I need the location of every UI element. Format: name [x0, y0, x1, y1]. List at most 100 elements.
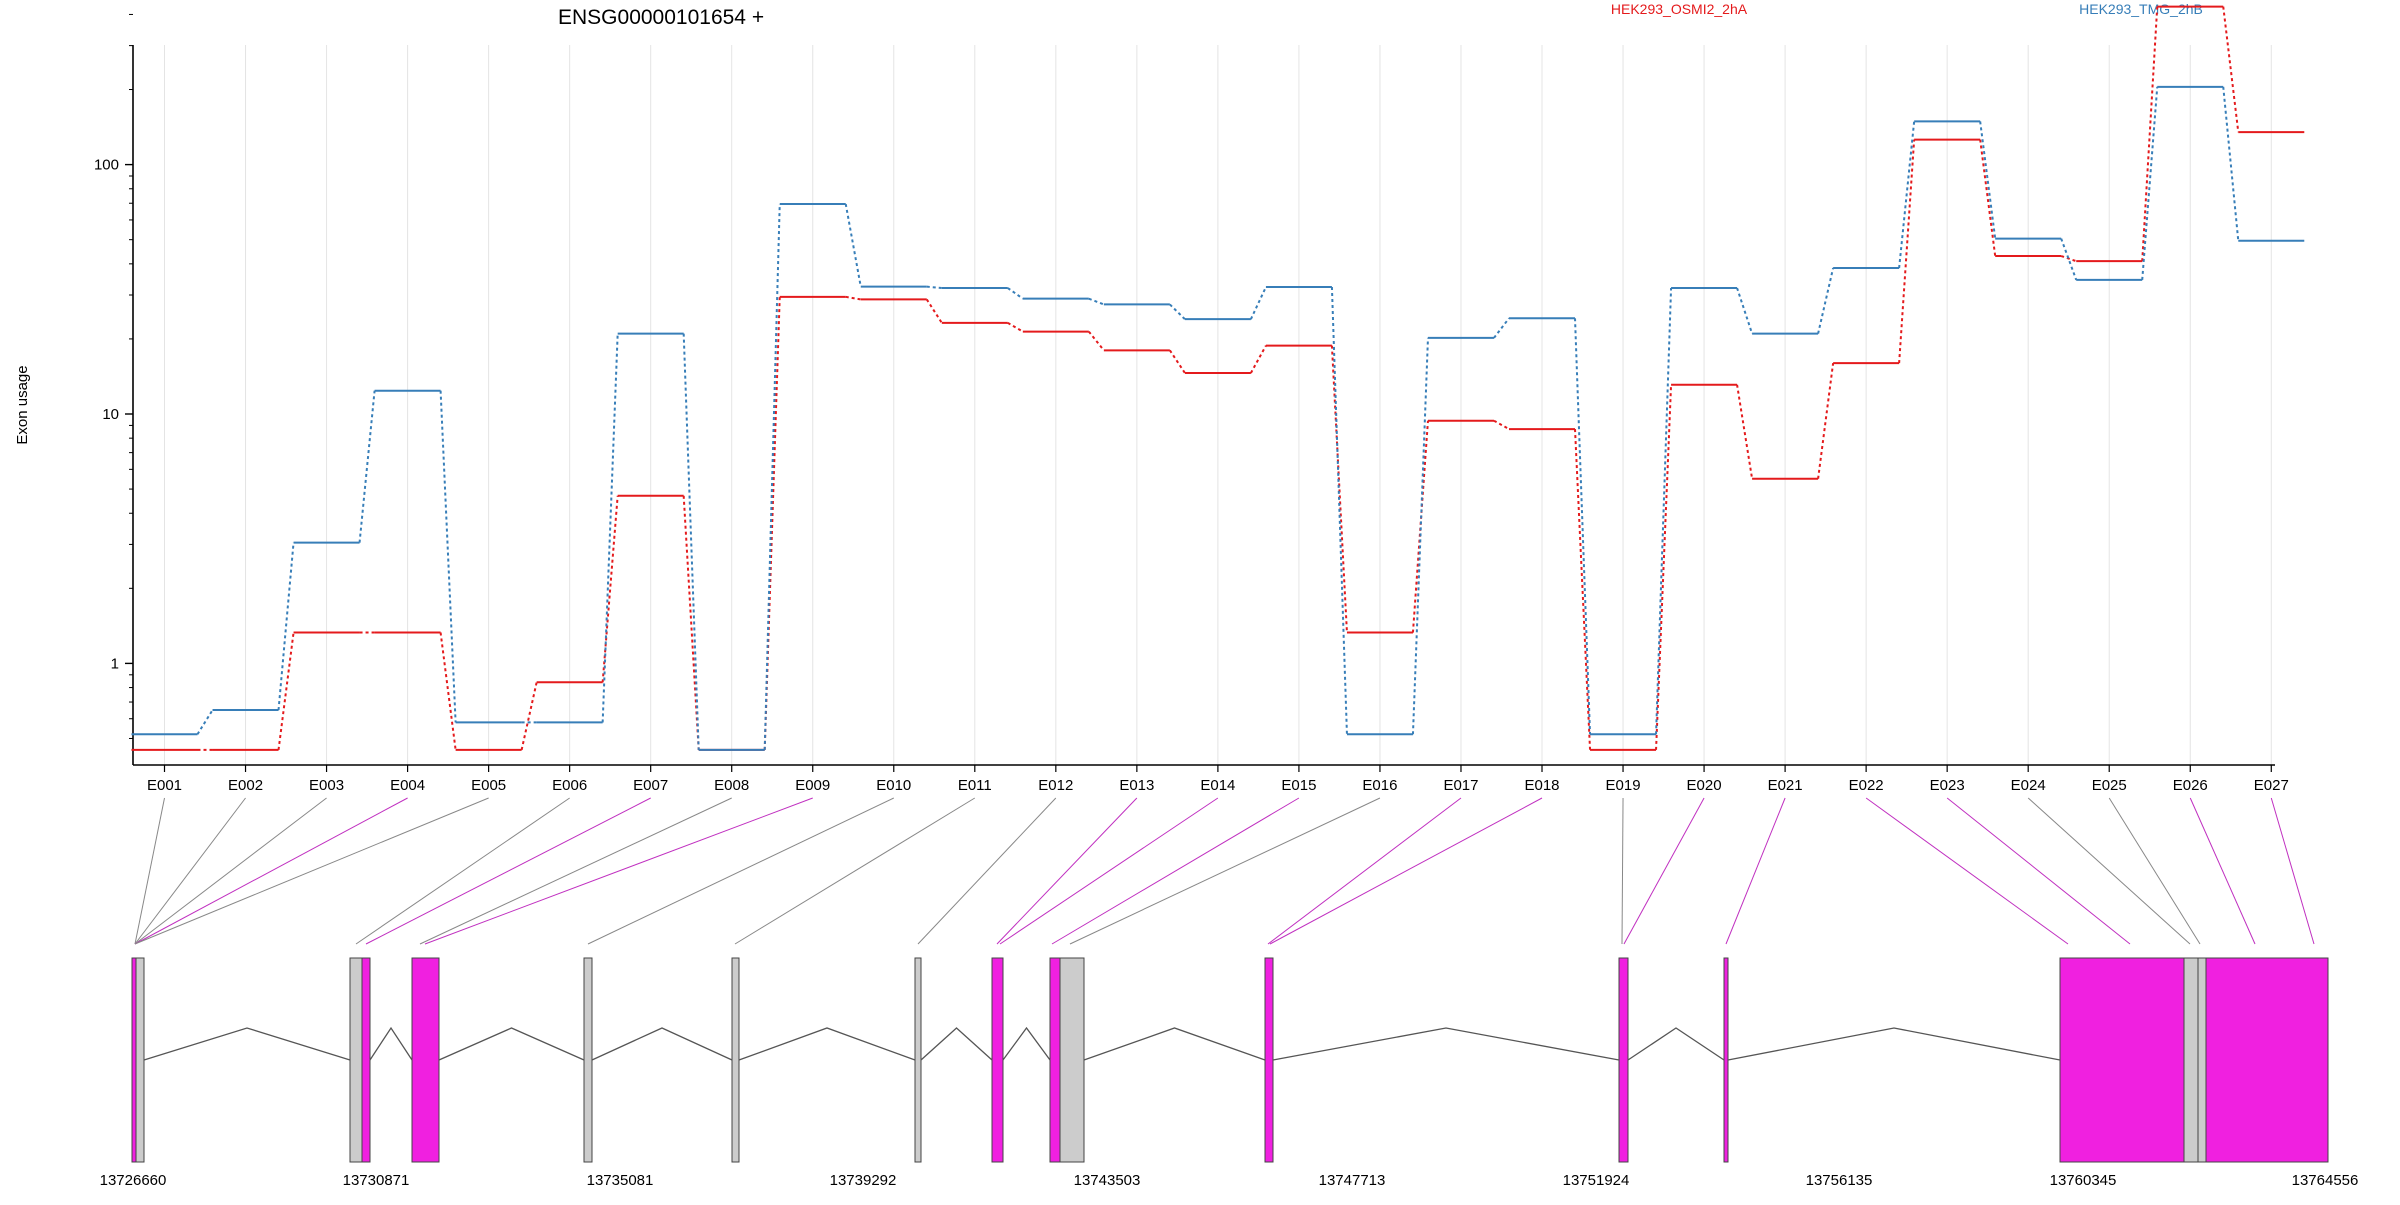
y-tick-label-10: 10 — [102, 406, 119, 423]
exon-box — [991, 957, 1004, 1163]
exon-connector-e006 — [355, 797, 570, 945]
series-connector — [196, 709, 214, 735]
exon-connector-e021 — [1725, 797, 1786, 945]
series-hek293_tmg_2hb — [131, 85, 2305, 751]
series-connector — [844, 203, 862, 287]
exon-connector-e019 — [1621, 797, 1624, 945]
y-tick-label-100: 100 — [94, 157, 119, 174]
legend-entry-hek293_osmi2_2ha: HEK293_OSMI2_2hA — [1611, 1, 1748, 17]
x-tick-label-e023: E023 — [1930, 777, 1965, 794]
chart-title: ENSG00000101654 + — [558, 6, 764, 29]
exon-box — [914, 957, 922, 1163]
series-connector — [1493, 317, 1510, 339]
exon-connector-e020 — [1623, 797, 1705, 945]
exon-box — [2059, 957, 2185, 1163]
series-connector — [439, 632, 457, 751]
y-tick-label-1: 1 — [111, 655, 119, 672]
x-tick-label-e013: E013 — [1119, 777, 1154, 794]
series-connector — [1330, 286, 1348, 735]
exon-box — [583, 957, 593, 1163]
coordinate-label: 13743503 — [1074, 1172, 1141, 1189]
exon-box — [135, 957, 145, 1163]
intron-line — [738, 1027, 916, 1061]
coordinate-label: 13730871 — [343, 1172, 410, 1189]
x-tick-label-e004: E004 — [390, 777, 425, 794]
series-connector — [2222, 86, 2240, 241]
exon-connector-e005 — [134, 797, 489, 945]
exon-connector-e022 — [1865, 797, 2069, 945]
x-tick-label-e025: E025 — [2092, 777, 2127, 794]
exon-connector-e002 — [134, 797, 246, 945]
series-connector — [1007, 287, 1024, 300]
intron-line — [1727, 1027, 2061, 1061]
series-connector — [2141, 86, 2159, 280]
series-connector — [1493, 419, 1510, 430]
x-tick-label-e007: E007 — [633, 777, 668, 794]
series-connector — [1249, 286, 1267, 320]
coordinate-label: 13747713 — [1319, 1172, 1386, 1189]
series-connector — [1817, 267, 1835, 334]
series-connector — [1169, 349, 1186, 374]
series-connector — [1574, 318, 1592, 735]
series-connector — [1979, 139, 1997, 257]
exon-connector-e013 — [996, 797, 1138, 945]
series-connector — [763, 203, 781, 750]
series-connector — [1411, 420, 1429, 633]
x-tick-label-e027: E027 — [2254, 777, 2289, 794]
coordinate-label: 13751924 — [1563, 1172, 1630, 1189]
series-connector — [1736, 384, 1754, 479]
series-connector — [2060, 255, 2077, 263]
exon-connector-e001 — [134, 797, 165, 945]
legend-entry-hek293_tmg_2hb: HEK293_TMG_2hB — [2079, 1, 2203, 17]
intron-line — [438, 1027, 585, 1061]
exon-connector-e012 — [917, 797, 1057, 945]
intron-line — [369, 1026, 413, 1061]
x-tick-label-e018: E018 — [1524, 777, 1559, 794]
exon-connector-e008 — [419, 797, 732, 945]
series-connector — [1898, 139, 1916, 364]
exon-box — [1059, 957, 1085, 1163]
exon-box — [1049, 957, 1061, 1163]
x-tick-label-e026: E026 — [2173, 777, 2208, 794]
coordinate-label: 13726660 — [100, 1172, 167, 1189]
intron-line — [591, 1027, 733, 1061]
coordinate-label: 13764556 — [2292, 1172, 2359, 1189]
coordinate-label: 13756135 — [1806, 1172, 1873, 1189]
exon-connector-e004 — [134, 797, 408, 945]
x-tick-label-e006: E006 — [552, 777, 587, 794]
intron-line — [143, 1027, 351, 1061]
intron-line — [1627, 1027, 1725, 1061]
series-connector — [277, 632, 295, 751]
series-connector — [1250, 345, 1267, 374]
exon-box — [1618, 957, 1629, 1163]
series-connector — [1411, 337, 1429, 735]
exon-box — [2205, 957, 2329, 1163]
series-connector — [601, 333, 619, 723]
x-tick-label-e002: E002 — [228, 777, 263, 794]
exon-box — [349, 957, 363, 1163]
series-connector — [1169, 303, 1186, 320]
x-tick-label-e008: E008 — [714, 777, 749, 794]
x-tick-label-e020: E020 — [1687, 777, 1722, 794]
x-tick-label-e021: E021 — [1768, 777, 1803, 794]
x-tick-label-e015: E015 — [1281, 777, 1316, 794]
series-connector — [1736, 287, 1754, 334]
exon-connector-e024 — [2027, 797, 2191, 945]
series-connector — [1655, 384, 1673, 750]
series-connector — [682, 333, 700, 750]
x-tick-label-e005: E005 — [471, 777, 506, 794]
series-connector — [1817, 362, 1835, 479]
series-connector — [601, 495, 619, 683]
exon-box — [2197, 957, 2207, 1163]
series-connector — [2141, 6, 2159, 262]
x-tick-label-e019: E019 — [1606, 777, 1641, 794]
intron-line — [1272, 1027, 1620, 1061]
series-connector — [358, 390, 376, 543]
exon-connector-e007 — [365, 797, 651, 945]
series-connector — [520, 682, 538, 751]
exon-connector-e003 — [134, 797, 327, 945]
exon-box — [2183, 957, 2199, 1163]
exon-box — [731, 957, 740, 1163]
series-connector — [439, 390, 457, 723]
